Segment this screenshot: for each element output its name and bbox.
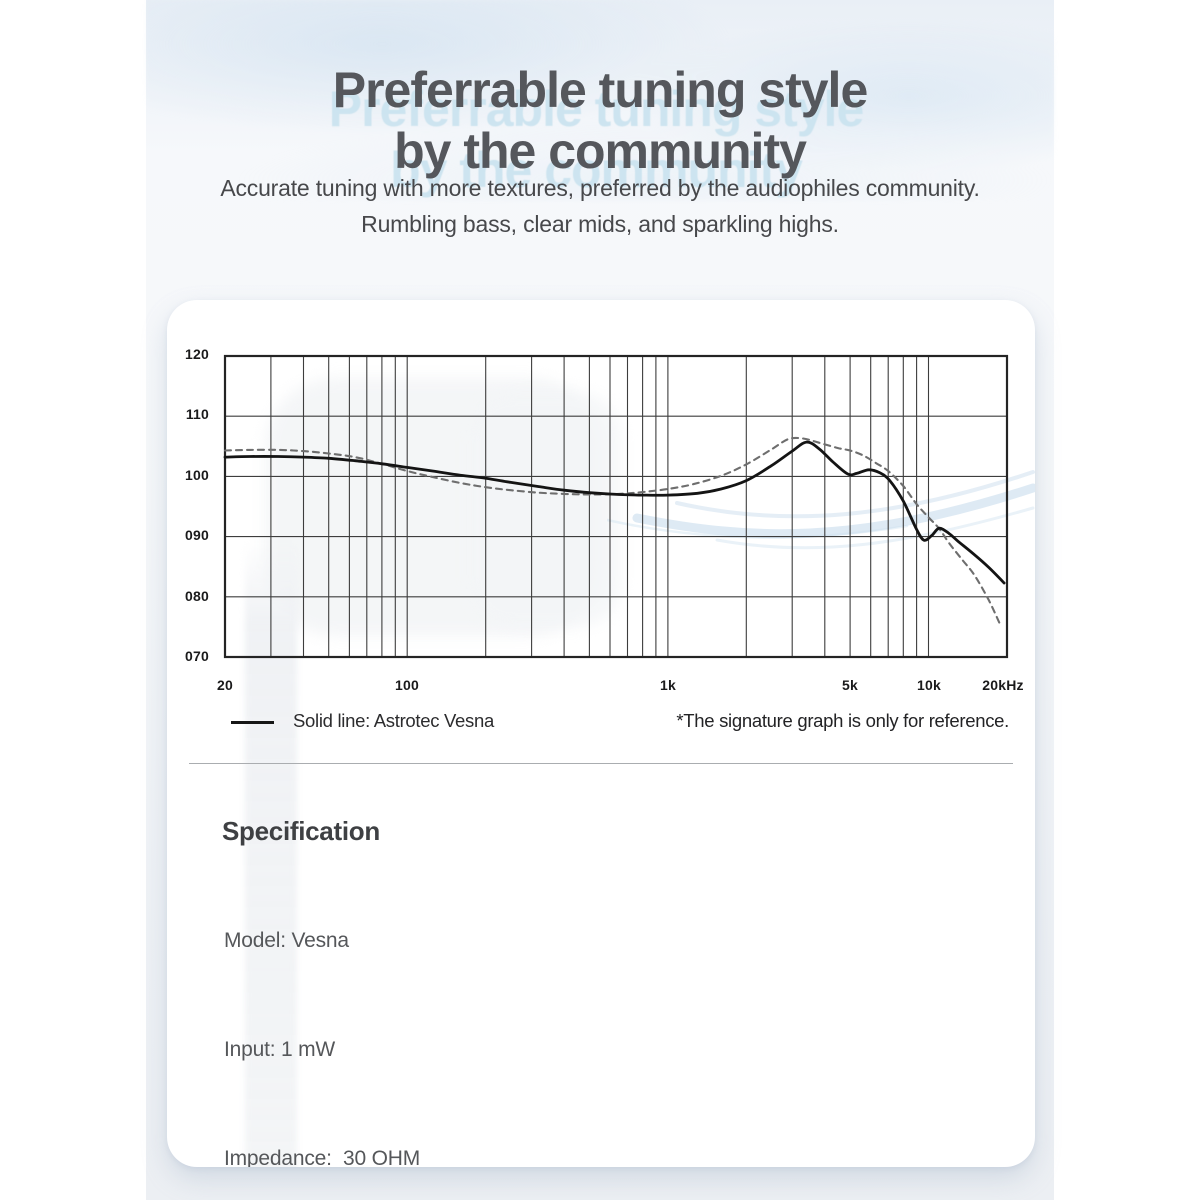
page-subtitle-line2: Rumbling bass, clear mids, and sparkling… bbox=[361, 211, 839, 237]
fr-curve-solid bbox=[223, 440, 1006, 585]
y-tick-label: 070 bbox=[185, 648, 209, 664]
spec-list: Model: Vesna Input: 1 mW Impedance: 30 O… bbox=[224, 850, 588, 1167]
x-tick-label: 20 bbox=[217, 677, 233, 693]
y-tick-label: 100 bbox=[185, 467, 209, 483]
plot-frame bbox=[223, 354, 1009, 659]
page-title: Preferrable tuning style by the community bbox=[146, 60, 1054, 182]
x-tick-label: 100 bbox=[395, 677, 419, 693]
y-tick-label: 090 bbox=[185, 527, 209, 543]
x-tick-label: 20kHz bbox=[982, 677, 1024, 693]
spec-item-impedance: Impedance: 30 OHM bbox=[224, 1147, 420, 1167]
chart-spec-card: 120 110 100 090 080 070 20 100 1k 5k 10k… bbox=[167, 300, 1035, 1167]
x-tick-label: 1k bbox=[660, 677, 676, 693]
page-title-line2: by the community bbox=[394, 122, 807, 179]
page-subtitle-line1: Accurate tuning with more textures, pref… bbox=[220, 175, 980, 201]
spec-heading: Specification bbox=[222, 815, 380, 846]
reference-note: *The signature graph is only for referen… bbox=[676, 710, 1009, 731]
sky-decoration bbox=[146, 0, 1054, 200]
section-divider bbox=[189, 763, 1013, 764]
legend-label: Solid line: Astrotec Vesna bbox=[293, 710, 494, 731]
x-tick-label: 10k bbox=[917, 677, 941, 693]
fr-curve-dashed bbox=[223, 436, 1003, 628]
spec-item-input: Input: 1 mW bbox=[224, 1038, 336, 1062]
earphone-watermark-stem bbox=[467, 392, 622, 627]
x-tick-label: 5k bbox=[842, 677, 858, 693]
page-subtitle: Accurate tuning with more textures, pref… bbox=[146, 170, 1054, 242]
y-tick-label: 110 bbox=[185, 406, 209, 422]
spec-item-model: Model: Vesna bbox=[224, 928, 349, 952]
page-title-line1: Preferrable tuning style bbox=[332, 61, 868, 118]
y-tick-label: 120 bbox=[185, 346, 209, 362]
frequency-response-chart bbox=[223, 354, 1009, 659]
solid-line-swatch bbox=[231, 721, 274, 724]
y-tick-label: 080 bbox=[185, 588, 209, 604]
